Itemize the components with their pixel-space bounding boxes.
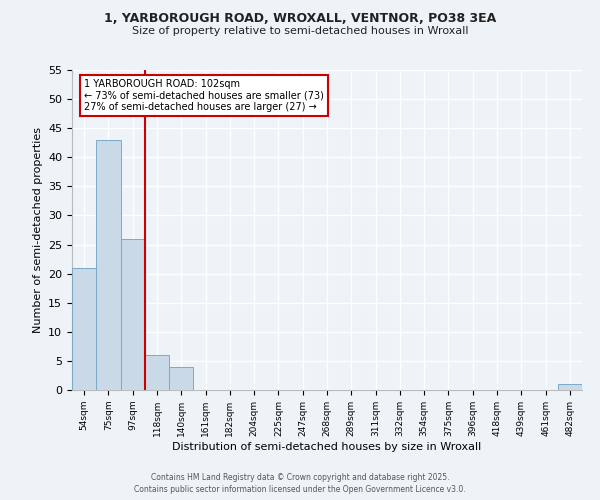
Text: Contains HM Land Registry data © Crown copyright and database right 2025.: Contains HM Land Registry data © Crown c…: [151, 474, 449, 482]
Bar: [169, 366, 193, 390]
Bar: [96, 140, 121, 390]
Bar: [72, 268, 96, 390]
Text: 1, YARBOROUGH ROAD, WROXALL, VENTNOR, PO38 3EA: 1, YARBOROUGH ROAD, WROXALL, VENTNOR, PO…: [104, 12, 496, 26]
Text: Size of property relative to semi-detached houses in Wroxall: Size of property relative to semi-detach…: [132, 26, 468, 36]
Text: Contains public sector information licensed under the Open Government Licence v3: Contains public sector information licen…: [134, 485, 466, 494]
X-axis label: Distribution of semi-detached houses by size in Wroxall: Distribution of semi-detached houses by …: [172, 442, 482, 452]
Bar: [558, 384, 582, 390]
Y-axis label: Number of semi-detached properties: Number of semi-detached properties: [32, 127, 43, 333]
Text: 1 YARBOROUGH ROAD: 102sqm
← 73% of semi-detached houses are smaller (73)
27% of : 1 YARBOROUGH ROAD: 102sqm ← 73% of semi-…: [84, 78, 324, 112]
Bar: [145, 355, 169, 390]
Bar: [121, 238, 145, 390]
